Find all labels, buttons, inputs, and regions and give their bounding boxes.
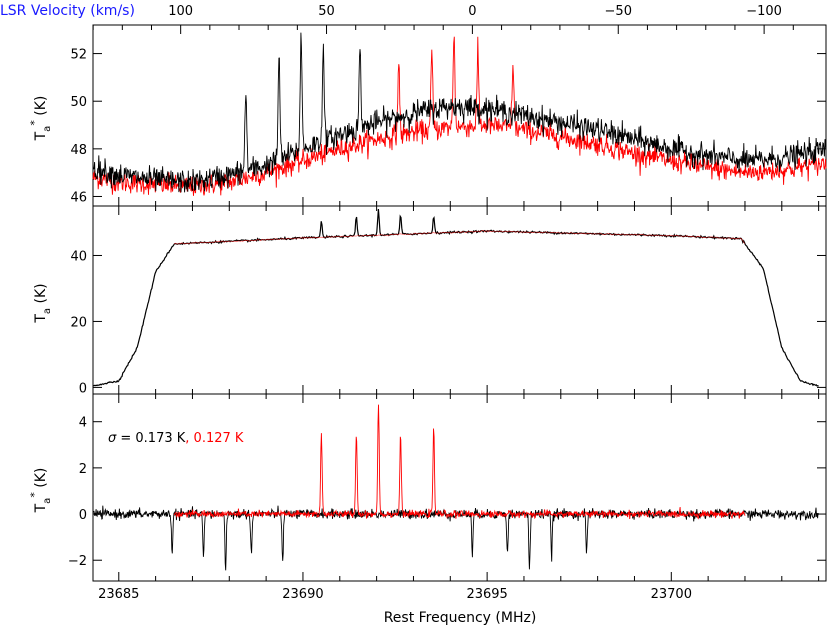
velocity-tick-label: −100 — [746, 4, 782, 19]
velocity-tick-label: 100 — [168, 4, 193, 19]
top-series-red — [92, 36, 827, 196]
freq-tick-label: 23685 — [98, 587, 139, 602]
freq-tick-label: 23695 — [466, 587, 507, 602]
sigma-red-value: , 0.127 K — [185, 431, 244, 446]
svg-text:Ta* (K): Ta* (K) — [28, 96, 53, 142]
freq-tick-label: 23690 — [282, 587, 323, 602]
bottom-panel-frame — [92, 393, 827, 582]
y-tick-label: 48 — [70, 143, 87, 158]
middle-series-red — [173, 230, 746, 245]
top-ylabel: Ta* (K) — [28, 96, 53, 142]
middle-ylabel: Ta (K) — [33, 283, 53, 323]
velocity-tick-label: 0 — [468, 4, 476, 19]
y-tick-label: 4 — [79, 416, 87, 431]
y-tick-label: −2 — [68, 554, 87, 569]
y-tick-label: 40 — [70, 249, 87, 264]
middle-panel-frame — [92, 205, 827, 395]
svg-text:Ta* (K): Ta* (K) — [28, 468, 53, 514]
y-tick-label: 2 — [79, 462, 87, 477]
frequency-axis-label: Rest Frequency (MHz) — [384, 610, 537, 626]
y-tick-label: 46 — [70, 190, 87, 205]
y-tick-label: 0 — [79, 381, 87, 396]
middle-series-black — [92, 209, 819, 387]
y-tick-label: 50 — [70, 95, 87, 110]
y-tick-label: 52 — [70, 48, 87, 63]
velocity-axis-label: LSR Velocity (km/s) — [0, 3, 135, 19]
sigma-symbol: σ — [108, 431, 117, 446]
bottom-ylabel: Ta* (K) — [28, 468, 53, 514]
y-tick-label: 20 — [70, 315, 87, 330]
chart-marks: 23685 23690 23695 23700 100 50 0 −50 −100 46 48 50 5… — [68, 4, 827, 602]
svg-text:Ta (K): Ta (K) — [33, 283, 53, 323]
velocity-tick-label: 50 — [318, 4, 335, 19]
top-series-black — [92, 32, 827, 193]
bottom-series-red — [173, 404, 746, 520]
y-tick-label: 0 — [79, 508, 87, 523]
velocity-tick-label: −50 — [605, 4, 632, 19]
sigma-black-value: = 0.173 K — [116, 431, 186, 446]
freq-tick-label: 23700 — [651, 587, 692, 602]
sigma-annotation: σ = 0.173 K, 0.127 K — [108, 431, 244, 446]
